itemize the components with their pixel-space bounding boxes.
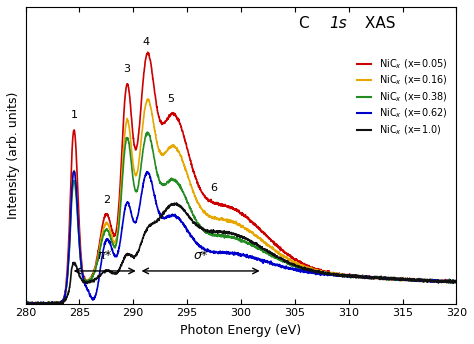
NiC$_x$ (x=0.16): [23, 301, 28, 305]
NiC$_x$ (x=0.16): [454, 279, 459, 283]
Line: NiC$_x$ (x=1.0): NiC$_x$ (x=1.0): [26, 203, 456, 304]
NiC$_x$ (x=1.0): [441, 279, 447, 283]
NiC$_x$ (x=0.16): [441, 279, 447, 283]
NiC$_x$ (x=0.16): [146, 97, 151, 101]
NiC$_x$ (x=0.38): [221, 234, 227, 238]
NiC$_x$ (x=1.0): [232, 232, 238, 236]
NiC$_x$ (x=0.38): [363, 276, 368, 280]
NiC$_x$ (x=0.62): [45, 301, 50, 305]
NiC$_x$ (x=0.62): [454, 280, 459, 284]
NiC$_x$ (x=0.05): [23, 301, 28, 305]
NiC$_x$ (x=0.16): [442, 280, 447, 284]
NiC$_x$ (x=0.38): [45, 301, 51, 305]
NiC$_x$ (x=0.62): [441, 278, 447, 282]
NiC$_x$ (x=1.0): [221, 229, 227, 233]
Line: NiC$_x$ (x=0.62): NiC$_x$ (x=0.62): [26, 171, 456, 304]
Text: XAS: XAS: [359, 16, 395, 31]
NiC$_x$ (x=0.38): [233, 237, 238, 241]
NiC$_x$ (x=0.16): [23, 302, 28, 306]
X-axis label: Photon Energy (eV): Photon Energy (eV): [181, 324, 301, 337]
Text: C: C: [299, 16, 315, 31]
Text: 1s: 1s: [329, 16, 347, 31]
NiC$_x$ (x=0.05): [441, 279, 447, 283]
Text: 4: 4: [143, 37, 150, 47]
NiC$_x$ (x=0.38): [442, 280, 447, 284]
NiC$_x$ (x=0.05): [145, 50, 151, 54]
NiC$_x$ (x=0.05): [233, 207, 238, 211]
NiC$_x$ (x=0.38): [454, 280, 459, 284]
NiC$_x$ (x=1.0): [174, 201, 180, 205]
NiC$_x$ (x=1.0): [362, 276, 368, 280]
NiC$_x$ (x=0.62): [221, 250, 227, 255]
Y-axis label: Intensity (arb. units): Intensity (arb. units): [7, 92, 20, 219]
NiC$_x$ (x=1.0): [441, 279, 447, 283]
NiC$_x$ (x=0.38): [23, 302, 28, 306]
NiC$_x$ (x=1.0): [454, 280, 459, 284]
Text: 1: 1: [71, 110, 77, 120]
NiC$_x$ (x=0.05): [45, 301, 51, 305]
NiC$_x$ (x=0.16): [221, 217, 227, 222]
NiC$_x$ (x=0.62): [23, 302, 28, 306]
Text: $\pi$*: $\pi$*: [97, 249, 112, 262]
Text: 2: 2: [103, 195, 110, 205]
Line: NiC$_x$ (x=0.38): NiC$_x$ (x=0.38): [26, 132, 456, 304]
NiC$_x$ (x=0.38): [441, 279, 447, 283]
NiC$_x$ (x=0.16): [233, 221, 238, 225]
Legend: NiC$_x$ (x=0.05), NiC$_x$ (x=0.16), NiC$_x$ (x=0.38), NiC$_x$ (x=0.62), NiC$_x$ : NiC$_x$ (x=0.05), NiC$_x$ (x=0.16), NiC$…: [353, 53, 452, 141]
NiC$_x$ (x=0.62): [232, 251, 238, 256]
NiC$_x$ (x=0.05): [442, 279, 447, 283]
NiC$_x$ (x=0.38): [145, 130, 150, 134]
NiC$_x$ (x=0.05): [363, 274, 368, 278]
Text: $\sigma$*: $\sigma$*: [192, 249, 209, 262]
NiC$_x$ (x=1.0): [23, 302, 28, 306]
Line: NiC$_x$ (x=0.05): NiC$_x$ (x=0.05): [26, 52, 456, 304]
NiC$_x$ (x=0.16): [363, 275, 368, 279]
NiC$_x$ (x=0.16): [45, 301, 51, 305]
Text: 3: 3: [123, 64, 130, 74]
NiC$_x$ (x=0.62): [362, 275, 368, 279]
Text: 6: 6: [210, 183, 218, 193]
NiC$_x$ (x=0.62): [72, 169, 77, 173]
NiC$_x$ (x=0.05): [454, 279, 459, 283]
NiC$_x$ (x=0.05): [221, 204, 227, 208]
NiC$_x$ (x=1.0): [45, 301, 50, 305]
NiC$_x$ (x=0.62): [441, 279, 447, 283]
Text: 5: 5: [167, 94, 174, 104]
NiC$_x$ (x=0.38): [23, 300, 28, 304]
NiC$_x$ (x=0.05): [23, 302, 29, 306]
Line: NiC$_x$ (x=0.16): NiC$_x$ (x=0.16): [26, 99, 456, 304]
